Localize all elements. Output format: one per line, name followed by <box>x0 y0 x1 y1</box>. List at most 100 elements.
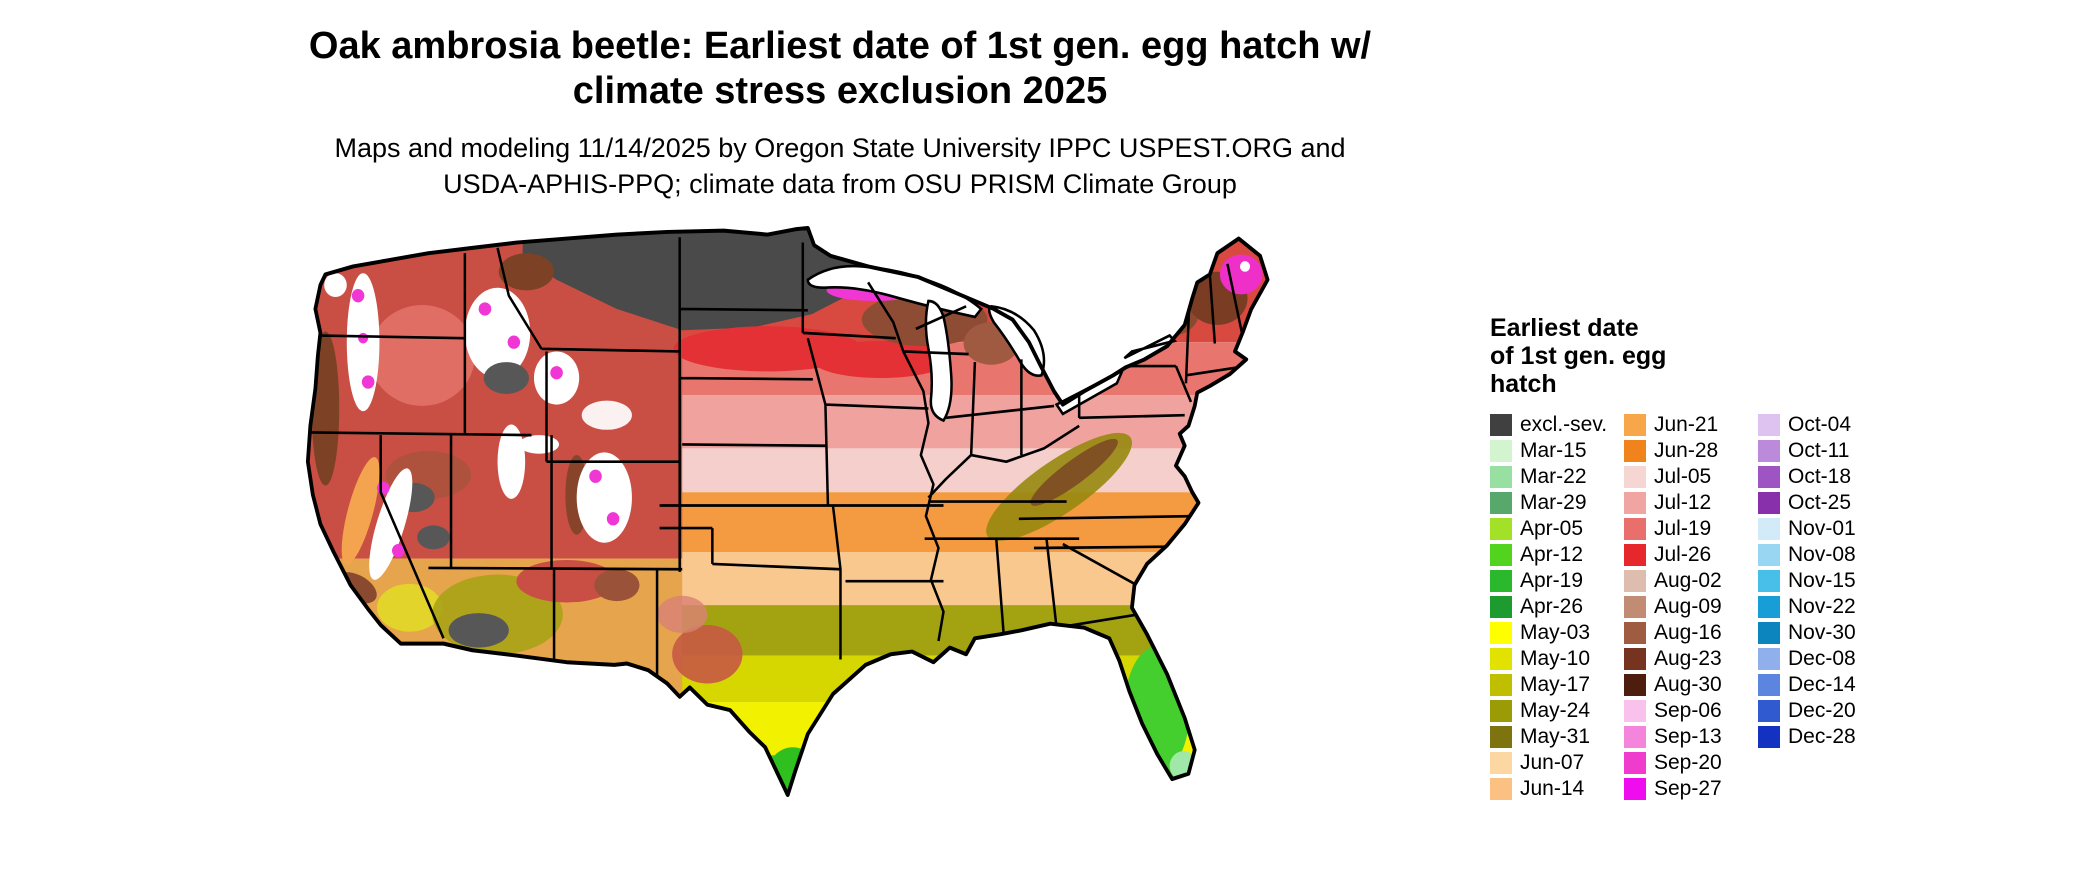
legend-column-1: excl.-sev. Mar-15 Mar-22 Mar-29 Apr-05 Apr-12… <box>1490 412 1624 802</box>
legend-swatch <box>1490 414 1512 436</box>
legend-label: Nov-01 <box>1788 517 1856 540</box>
legend-label: Oct-11 <box>1788 439 1850 462</box>
legend-label: Aug-02 <box>1654 569 1722 592</box>
legend-label: Apr-12 <box>1520 543 1584 566</box>
legend-label: Apr-05 <box>1520 517 1584 540</box>
legend-item: Aug-02 <box>1624 568 1758 594</box>
legend-label: Jul-19 <box>1654 517 1712 540</box>
legend-label: Sep-27 <box>1654 777 1722 800</box>
legend-label: May-10 <box>1520 647 1591 670</box>
legend-column-2: Jun-21 Jun-28 Jul-05 Jul-12 Jul-19 Jul-26 Aug-… <box>1624 412 1758 802</box>
lake-huron <box>987 304 1046 378</box>
legend-swatch <box>1624 466 1646 488</box>
legend-swatch <box>1490 622 1512 644</box>
legend-item: May-17 <box>1490 672 1624 698</box>
legend-label: Aug-16 <box>1654 621 1722 644</box>
legend-item: May-24 <box>1490 698 1624 724</box>
legend-item: Apr-19 <box>1490 568 1624 594</box>
legend-item: Aug-23 <box>1624 646 1758 672</box>
legend-title-line3: hatch <box>1490 370 1557 398</box>
legend-label: Sep-20 <box>1654 751 1722 774</box>
legend-swatch <box>1624 518 1646 540</box>
legend-swatch <box>1490 700 1512 722</box>
map-subtitle-line1: Maps and modeling 11/14/2025 by Oregon S… <box>334 133 1346 163</box>
legend-label: Apr-19 <box>1520 569 1584 592</box>
legend-swatch <box>1490 518 1512 540</box>
legend-label: Mar-22 <box>1520 465 1587 488</box>
legend-swatch <box>1624 726 1646 748</box>
legend-item: Jul-26 <box>1624 542 1758 568</box>
legend-title-line1: Earliest date <box>1490 314 1639 342</box>
legend-label: Aug-09 <box>1654 595 1722 618</box>
legend-swatch <box>1624 622 1646 644</box>
legend-item: Nov-08 <box>1758 542 1892 568</box>
legend-item: Oct-25 <box>1758 490 1892 516</box>
legend-item: Nov-01 <box>1758 516 1892 542</box>
legend-swatch <box>1624 492 1646 514</box>
legend-swatch <box>1758 466 1780 488</box>
legend-swatch <box>1490 674 1512 696</box>
legend-swatch <box>1758 648 1780 670</box>
legend-item: Apr-26 <box>1490 594 1624 620</box>
great-lakes <box>806 264 1178 423</box>
legend-title-line2: of 1st gen. egg <box>1490 342 1667 370</box>
legend-swatch <box>1758 596 1780 618</box>
legend-swatch <box>1758 622 1780 644</box>
legend-swatch <box>1490 466 1512 488</box>
legend-item: Jul-19 <box>1624 516 1758 542</box>
legend-swatch <box>1624 596 1646 618</box>
legend-label: Sep-13 <box>1654 725 1722 748</box>
legend-label: Nov-08 <box>1788 543 1856 566</box>
legend-swatch <box>1758 544 1780 566</box>
legend-swatch <box>1758 700 1780 722</box>
legend: Earliest date of 1st gen. egg hatch excl… <box>1490 314 1910 802</box>
legend-label: Jul-12 <box>1654 491 1712 514</box>
legend-swatch <box>1490 752 1512 774</box>
legend-columns: excl.-sev. Mar-15 Mar-22 Mar-29 Apr-05 Apr-12… <box>1490 412 1910 802</box>
state-borders <box>310 237 1244 681</box>
legend-column-3: Oct-04 Oct-11 Oct-18 Oct-25 Nov-01 Nov-08 Nov-… <box>1758 412 1892 802</box>
legend-swatch <box>1624 674 1646 696</box>
legend-label: Apr-26 <box>1520 595 1584 618</box>
legend-label: Sep-06 <box>1654 699 1722 722</box>
legend-swatch <box>1758 726 1780 748</box>
raster-fill <box>307 227 1268 796</box>
legend-label: Jun-07 <box>1520 751 1585 774</box>
legend-label: Aug-23 <box>1654 647 1722 670</box>
legend-swatch <box>1624 648 1646 670</box>
legend-swatch <box>1758 492 1780 514</box>
legend-label: Nov-15 <box>1788 569 1856 592</box>
map-title-line2: climate stress exclusion 2025 <box>572 70 1108 112</box>
legend-item: Nov-15 <box>1758 568 1892 594</box>
legend-item: Dec-14 <box>1758 672 1892 698</box>
legend-label: Nov-22 <box>1788 595 1856 618</box>
legend-label: Dec-14 <box>1788 673 1856 696</box>
legend-swatch <box>1758 518 1780 540</box>
legend-swatch <box>1758 414 1780 436</box>
legend-label: Dec-08 <box>1788 647 1856 670</box>
legend-item: Jun-07 <box>1490 750 1624 776</box>
legend-swatch <box>1490 778 1512 800</box>
legend-item: Aug-09 <box>1624 594 1758 620</box>
legend-swatch <box>1758 570 1780 592</box>
legend-swatch <box>1490 596 1512 618</box>
legend-label: Jun-21 <box>1654 413 1719 436</box>
map-title-line1: Oak ambrosia beetle: Earliest date of 1s… <box>308 25 1372 67</box>
legend-label: Aug-30 <box>1654 673 1722 696</box>
legend-label: Mar-15 <box>1520 439 1587 462</box>
us-map-svg <box>305 225 1270 797</box>
legend-swatch <box>1624 778 1646 800</box>
legend-swatch <box>1758 674 1780 696</box>
legend-item: Oct-04 <box>1758 412 1892 438</box>
legend-item: Mar-22 <box>1490 464 1624 490</box>
legend-item: Apr-05 <box>1490 516 1624 542</box>
legend-label: May-31 <box>1520 725 1591 748</box>
legend-label: Mar-29 <box>1520 491 1587 514</box>
legend-item: Jul-05 <box>1624 464 1758 490</box>
legend-swatch <box>1624 414 1646 436</box>
lake-ontario <box>1123 333 1178 360</box>
legend-item: Mar-15 <box>1490 438 1624 464</box>
legend-label: May-03 <box>1520 621 1591 644</box>
legend-label: Oct-25 <box>1788 491 1852 514</box>
legend-swatch <box>1490 544 1512 566</box>
